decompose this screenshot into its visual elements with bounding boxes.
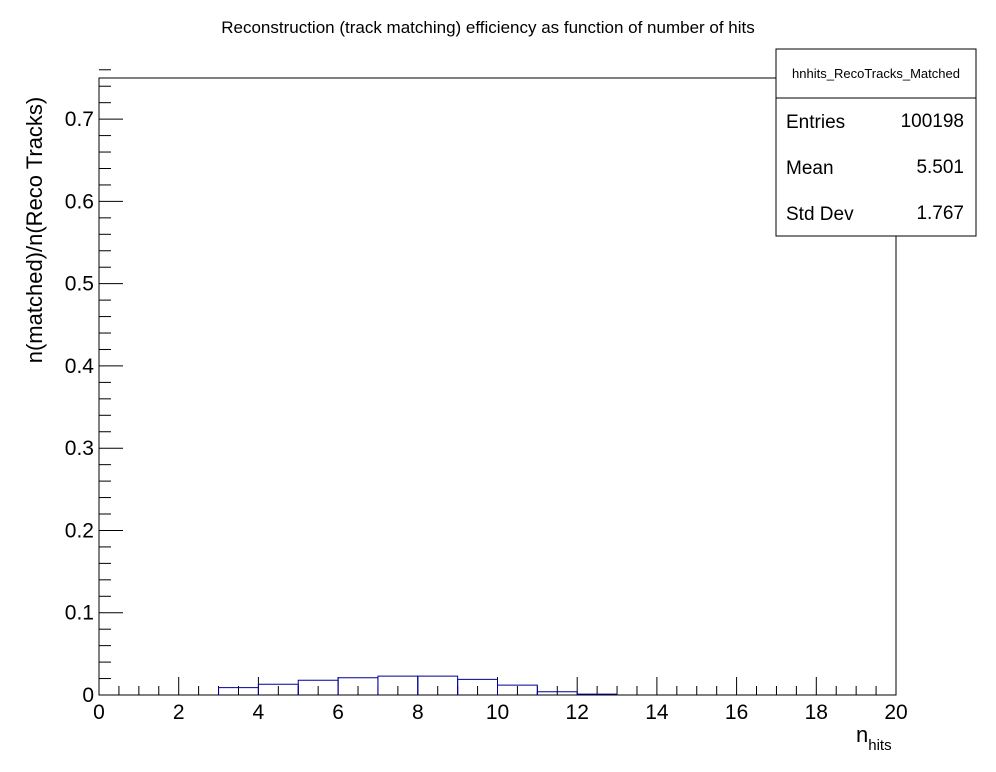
x-axis-label: nhits <box>856 722 892 754</box>
y-axis: 0 0.1 0.2 0.3 0.4 0.5 0.6 0.7 <box>65 69 123 707</box>
stats-box-frame <box>775 48 977 237</box>
stats-box: hnhits_RecoTracks_Matched Entries 100198… <box>775 48 977 237</box>
stats-mean-label: Mean <box>786 158 834 179</box>
x-tick-label: 10 <box>486 701 509 724</box>
y-tick-label: 0 <box>82 684 94 707</box>
y-tick-label: 0.2 <box>65 519 94 542</box>
stats-entries-value: 100198 <box>901 111 964 132</box>
histogram-bin <box>497 684 538 695</box>
y-tick-label: 0.4 <box>65 355 95 378</box>
y-tick-label: 0.7 <box>65 108 94 131</box>
stats-entries-label: Entries <box>786 112 845 133</box>
x-axis-label-subscript: hits <box>868 737 891 754</box>
x-tick-label: 0 <box>93 701 105 724</box>
y-tick-label: 0.1 <box>65 602 94 625</box>
x-axis: 0 2 4 6 8 10 12 14 16 18 20 <box>93 677 908 724</box>
histogram-bin <box>536 691 578 695</box>
x-tick-label: 8 <box>412 701 424 724</box>
x-tick-label: 20 <box>884 701 907 724</box>
x-tick-label: 4 <box>253 701 265 724</box>
x-axis-label-main: n <box>856 722 868 747</box>
y-tick-label: 0.3 <box>65 437 94 460</box>
chart-title: Reconstruction (track matching) efficien… <box>221 18 755 37</box>
histogram-bins <box>218 675 618 695</box>
x-tick-label: 18 <box>805 701 828 724</box>
stats-box-title: hnhits_RecoTracks_Matched <box>792 66 960 81</box>
x-tick-label: 2 <box>173 701 185 724</box>
stats-stddev-label: Std Dev <box>786 204 854 225</box>
x-tick-label: 6 <box>332 701 344 724</box>
y-axis-label: n(matched)/n(Reco Tracks) <box>22 97 47 364</box>
stats-stddev-value: 1.767 <box>916 203 964 224</box>
y-tick-label: 0.6 <box>65 190 94 213</box>
x-tick-label: 12 <box>566 701 589 724</box>
histogram-bin <box>576 693 618 695</box>
x-tick-label: 14 <box>645 701 669 724</box>
x-tick-label: 16 <box>725 701 748 724</box>
y-tick-label: 0.5 <box>65 273 94 296</box>
stats-mean-value: 5.501 <box>916 157 964 178</box>
